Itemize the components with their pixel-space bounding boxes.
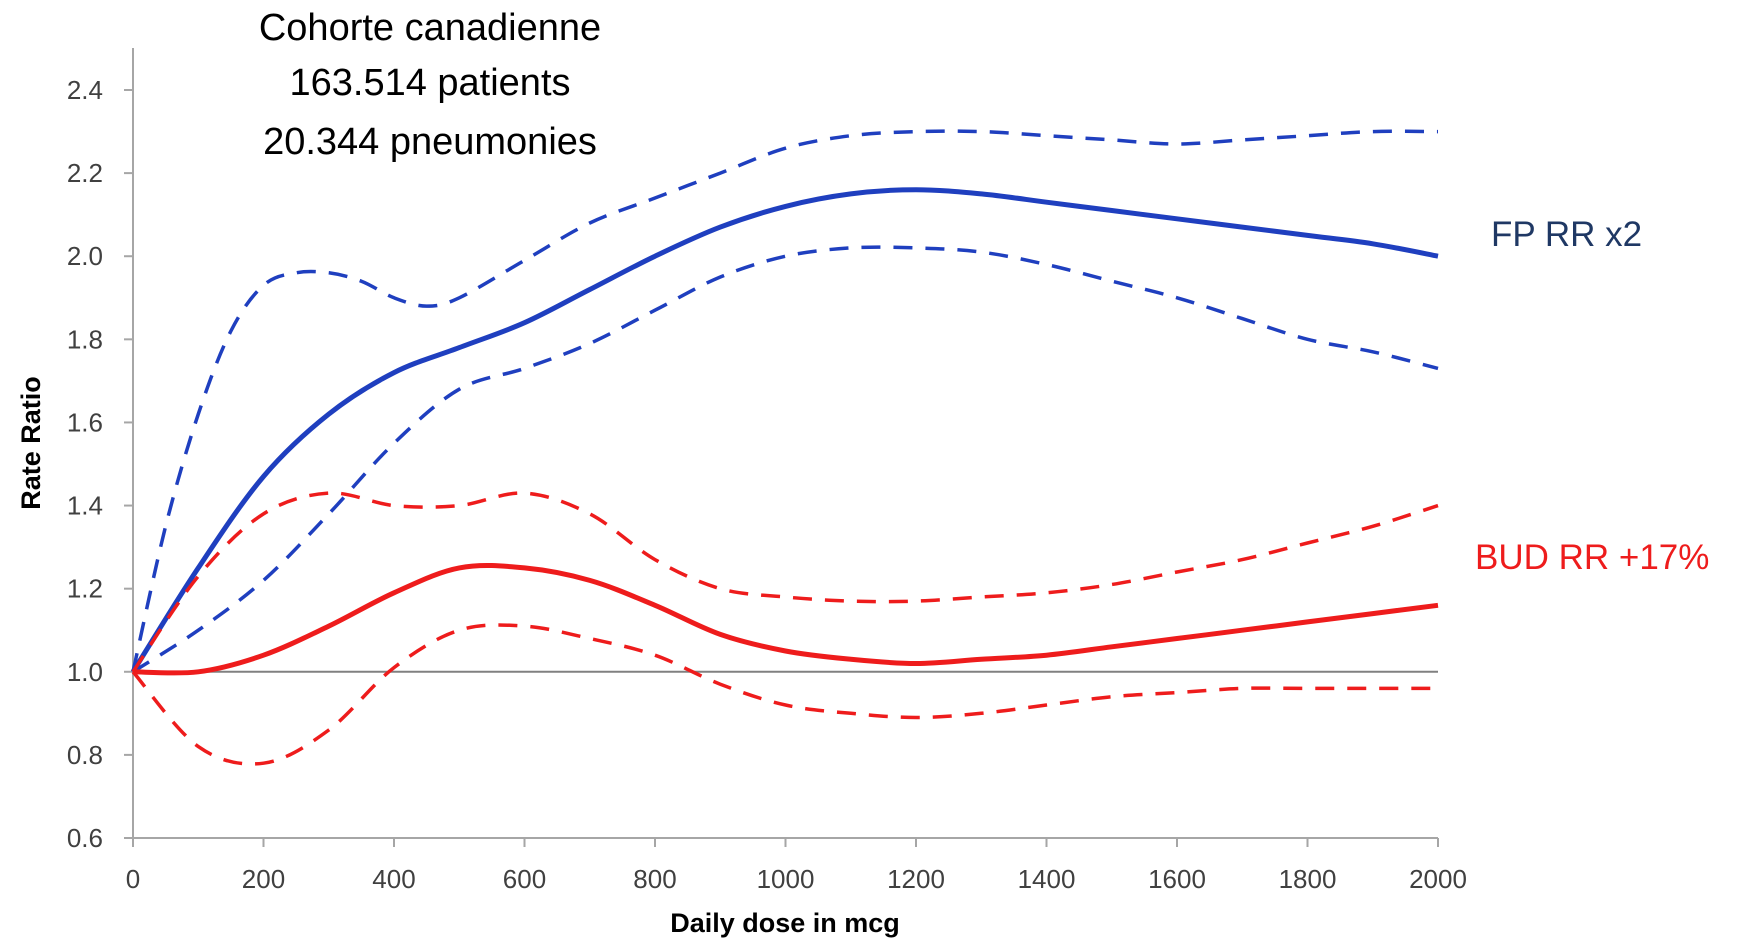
- bud-ci-line: [131, 623, 1438, 766]
- x-tick-label: 800: [633, 864, 676, 894]
- fp-estimate-line: [130, 187, 1439, 674]
- x-axis-ticks: 0 200 400 600 800 1000 1200 1400 1600 1800 2000: [126, 838, 1467, 894]
- fp-series-label: FP RR x2: [1491, 215, 1642, 254]
- bud-ci-line: [131, 491, 1439, 673]
- bud-estimate-line: [132, 562, 1439, 676]
- x-tick-label: 1600: [1148, 864, 1206, 894]
- y-tick-label: 2.2: [67, 158, 103, 188]
- y-tick-label: 0.8: [67, 740, 103, 770]
- x-axis-title: Daily dose in mcg: [670, 908, 900, 938]
- x-tick-label: 1400: [1018, 864, 1076, 894]
- x-tick-label: 2000: [1409, 864, 1467, 894]
- y-axis-ticks: 0.6 0.8 1.0 1.2 1.4 1.6 1.8 2.0 2.2 2.4: [67, 75, 133, 853]
- series-group: [130, 129, 1439, 766]
- x-tick-label: 200: [242, 864, 285, 894]
- y-axis-title: Rate Ratio: [16, 376, 46, 510]
- annotation-patients-line: 163.514 patients: [289, 62, 570, 104]
- y-tick-label: 1.4: [67, 491, 103, 521]
- y-tick-label: 1.0: [67, 657, 103, 687]
- x-tick-label: 1200: [887, 864, 945, 894]
- y-tick-label: 2.4: [67, 75, 103, 105]
- x-tick-label: 400: [372, 864, 415, 894]
- y-tick-label: 1.2: [67, 574, 103, 604]
- y-tick-label: 1.6: [67, 407, 103, 437]
- annotation-pneumonias-line: 20.344 pneumonies: [263, 121, 597, 163]
- annotation-cohort-line: Cohorte canadienne: [259, 7, 601, 49]
- bud-series-label: BUD RR +17%: [1475, 538, 1709, 577]
- y-tick-label: 2.0: [67, 241, 103, 271]
- fp-ci-line: [132, 245, 1439, 674]
- y-tick-label: 0.6: [67, 823, 103, 853]
- fp-ci-line: [131, 129, 1439, 673]
- x-tick-label: 1800: [1279, 864, 1337, 894]
- x-tick-label: 600: [503, 864, 546, 894]
- y-tick-label: 1.8: [67, 324, 103, 354]
- x-tick-label: 0: [126, 864, 140, 894]
- x-tick-label: 1000: [757, 864, 815, 894]
